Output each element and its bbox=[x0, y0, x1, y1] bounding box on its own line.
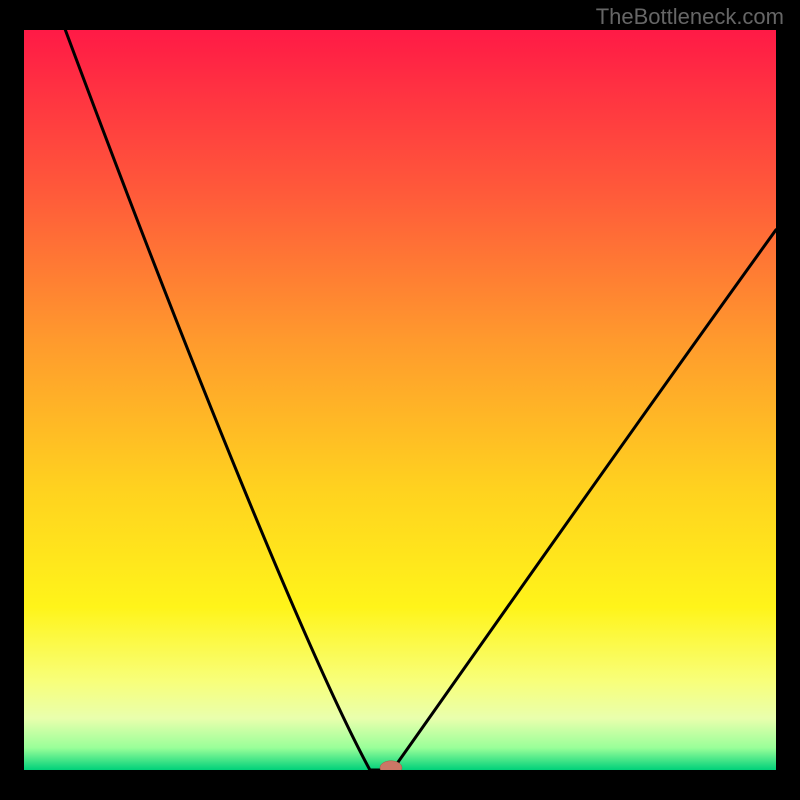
watermark-text: TheBottleneck.com bbox=[596, 4, 784, 30]
chart-container: TheBottleneck.com bbox=[0, 0, 800, 800]
plot-background bbox=[24, 30, 776, 770]
bottleneck-plot bbox=[24, 30, 776, 770]
